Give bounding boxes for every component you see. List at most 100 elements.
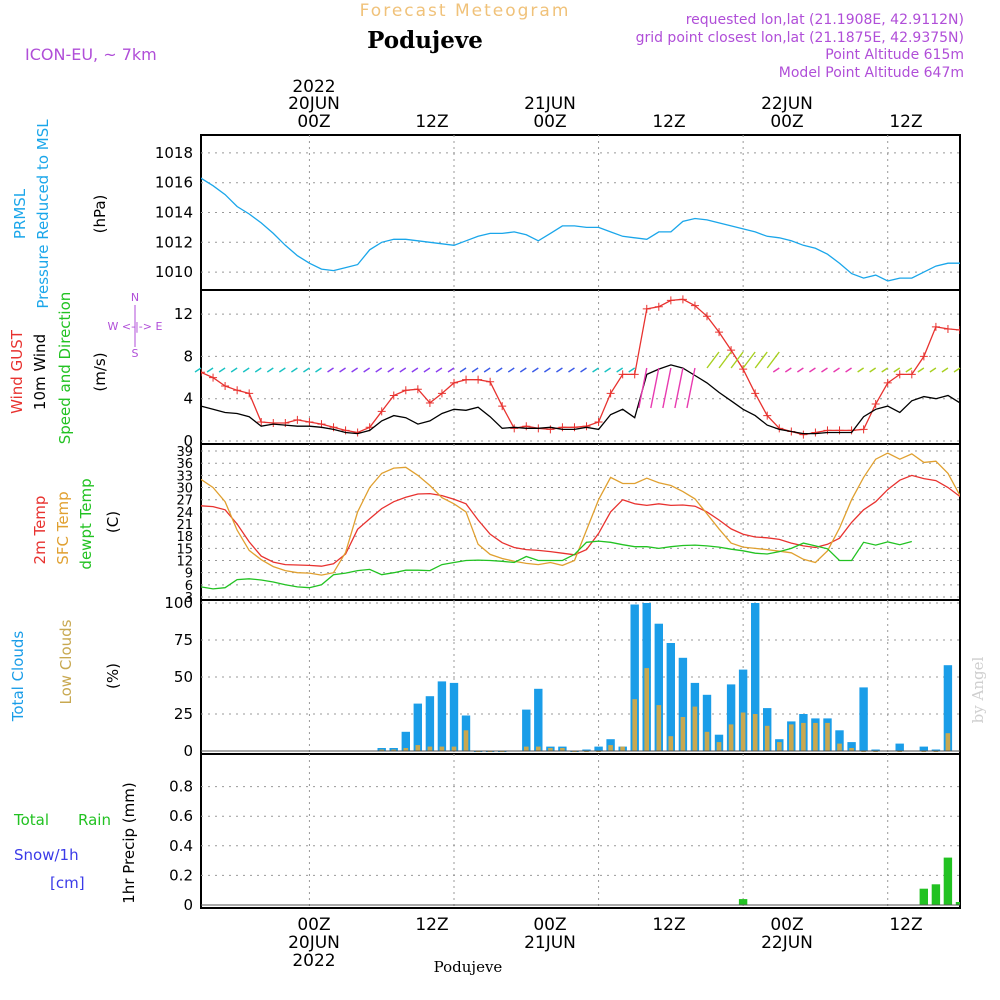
wind-arrow (242, 367, 250, 373)
low-bar (620, 746, 625, 751)
pressure-ytick-label: 1014 (155, 204, 193, 222)
low-bar (789, 724, 794, 751)
model-altitude: Model Point Altitude 647m (779, 65, 964, 81)
total-bar (919, 746, 928, 751)
temperature-marks (201, 452, 960, 590)
temp-unit: (C) (104, 511, 122, 533)
wind-arrow (869, 367, 877, 373)
wind-arrow (218, 367, 226, 373)
wind-arrow (568, 367, 575, 373)
gust-marker (293, 415, 302, 424)
wind-arrow (278, 367, 286, 373)
gust-marker (666, 296, 675, 305)
wind-arrow (290, 367, 298, 373)
rain-label-rain: Rain (78, 811, 111, 829)
snow-cm-label: [cm] (50, 874, 85, 892)
bottom-time-00z-20: 00Z (297, 915, 330, 935)
gust-line (201, 298, 960, 436)
pressure-panel-labels: PRMSL Pressure Reduced to MSL (hPa) (11, 119, 109, 309)
gust-marker (377, 407, 386, 416)
chart-title: Forecast Meteogram (360, 1, 571, 21)
total-bar (678, 657, 688, 751)
wind-arrow (905, 367, 913, 373)
rain-bar (931, 884, 941, 905)
wind-10m-label: 10m Wind (31, 334, 49, 410)
wind-arrow (616, 367, 624, 373)
temperature-ytick-label: 27 (176, 494, 193, 509)
low-bar (427, 746, 433, 751)
low-bar (764, 725, 770, 751)
wind-arrow (194, 367, 202, 373)
wind-arrow (351, 367, 359, 373)
gust-marker (305, 417, 314, 426)
temperature-ytick-label: 24 (176, 506, 193, 521)
precipitation-ytick-label: 0.2 (169, 866, 193, 884)
rain-bar (919, 888, 928, 905)
wind-arrow (531, 367, 539, 373)
gust-marker (678, 295, 687, 304)
precipitation-frame (200, 753, 961, 909)
wind-arrow (809, 367, 816, 373)
total-bar (413, 703, 422, 751)
bottom-time-axis: 00Z 20JUN 2022 12Z 00Z 21JUN 12Z 00Z 22J… (288, 915, 923, 971)
gust-marker (690, 301, 699, 310)
low-bar (704, 731, 710, 751)
wind-arrow (339, 367, 346, 373)
bottom-date-22jun: 22JUN (761, 933, 813, 953)
total-bar (522, 709, 531, 751)
bottom-time-00z-22: 00Z (770, 915, 803, 935)
wind-arrow (327, 367, 334, 373)
gust-marker (546, 425, 555, 434)
wind-arrow (929, 367, 937, 373)
model-label: ICON-EU, ~ 7km (25, 45, 157, 64)
low-bar (945, 733, 951, 751)
low-bar (415, 745, 421, 751)
precipitation-marks (201, 857, 960, 906)
wind-arrow (857, 367, 865, 373)
wind-arrow (766, 351, 780, 369)
wind-arrow (556, 367, 563, 373)
pressure-line (201, 177, 960, 282)
temperature-ytick-label: 6 (185, 579, 193, 594)
total-bar (871, 749, 880, 751)
rain-bar (738, 899, 748, 905)
wind-arrow (447, 367, 455, 373)
wind-arrow (266, 367, 274, 373)
low-bar (608, 745, 613, 751)
total-bar (702, 694, 712, 751)
low-bar (560, 748, 565, 751)
bottom-year: 2022 (292, 951, 335, 971)
total-bar (425, 696, 435, 751)
pressure-label-prmsl: PRMSL (11, 188, 29, 239)
wind-arrow (686, 367, 696, 409)
total-bar (751, 603, 760, 751)
low-bar (837, 743, 842, 751)
wind-unit: (m/s) (91, 352, 109, 391)
wind-arrow (423, 367, 431, 373)
wind-arrow (315, 367, 322, 373)
plot-area: 1010101210141016101804812369121518212427… (155, 134, 961, 914)
wind-arrow (754, 351, 768, 369)
wind-arrow (387, 367, 395, 373)
wind-arrow (399, 367, 407, 373)
clouds-ytick-label: 25 (174, 705, 193, 723)
wind-arrow (881, 367, 889, 373)
low-cloud-label: Low Clouds (57, 619, 75, 704)
top-time-12z-22: 12Z (889, 112, 922, 132)
clouds-ytick-label: 50 (174, 668, 193, 686)
precipitation-ytick-label: 0.6 (169, 807, 193, 825)
wind-arrow (638, 367, 648, 409)
precipitation-panel: 0 0.2 0.4 0.6 0.8 (169, 753, 961, 914)
top-time-00z-20: 00Z (297, 112, 330, 132)
wind-arrow (363, 367, 371, 373)
top-time-axis: 2022 20JUN 00Z 12Z 21JUN 00Z 12Z 22JUN 0… (288, 77, 923, 132)
wind-arrow (580, 367, 587, 373)
gust-marker (486, 377, 495, 386)
sfc-line (201, 452, 960, 576)
total-cloud-label: Total Clouds (9, 631, 27, 723)
bottom-date-21jun: 21JUN (524, 933, 576, 953)
pressure-marks (201, 177, 960, 282)
gust-marker (847, 426, 856, 435)
